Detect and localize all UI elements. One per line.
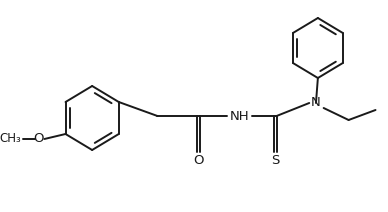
Text: S: S <box>272 155 280 167</box>
Text: O: O <box>194 155 204 167</box>
Text: N: N <box>311 96 321 110</box>
Text: NH: NH <box>229 110 249 123</box>
Text: O: O <box>33 132 44 145</box>
Text: CH₃: CH₃ <box>0 132 21 145</box>
